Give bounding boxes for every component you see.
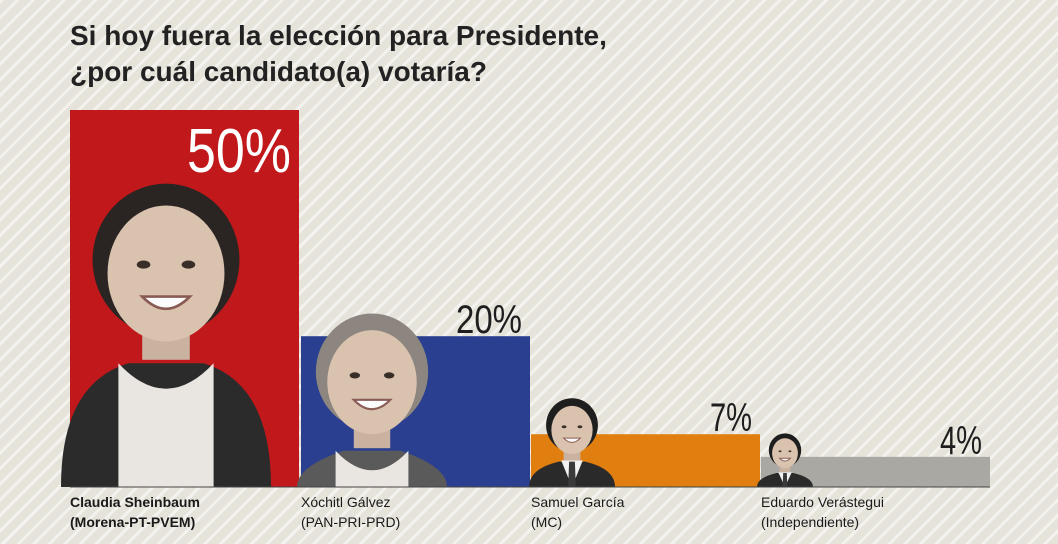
portrait-eye (349, 372, 361, 379)
candidate-label-3: Samuel García (MC) (531, 492, 731, 532)
portrait-face (772, 438, 798, 469)
portrait-collar (335, 450, 409, 487)
candidate-portrait-icon (61, 183, 271, 487)
portrait-eye (788, 450, 792, 453)
portrait-face (107, 205, 225, 342)
chart-title: Si hoy fuera la elección para Presidente… (70, 18, 770, 90)
portrait-eye (561, 425, 567, 429)
portrait-face (327, 330, 417, 435)
candidate-portrait-icon (297, 313, 447, 487)
data-label-2: 20% (456, 298, 522, 342)
portrait-eye (778, 450, 782, 453)
candidate-party: (MC) (531, 514, 563, 530)
portrait-smile (778, 457, 792, 462)
portrait-tie (568, 461, 576, 487)
chart-title-line1: Si hoy fuera la elección para Presidente… (70, 20, 607, 51)
candidate-label-2: Xóchitl Gálvez (PAN-PRI-PRD) (301, 492, 501, 532)
data-label-1: 50% (187, 117, 291, 186)
candidate-name: Samuel García (531, 494, 625, 510)
portrait-eye (383, 372, 395, 379)
portrait-face (551, 405, 593, 454)
portrait-smile (562, 437, 582, 443)
candidate-party: (Morena-PT-PVEM) (70, 514, 196, 530)
candidate-portrait-icon (757, 433, 813, 487)
portrait-eye (577, 425, 583, 429)
candidate-party: (Independiente) (761, 514, 860, 530)
candidate-label-1: Claudia Sheinbaum (Morena-PT-PVEM) (70, 492, 270, 532)
candidate-party: (PAN-PRI-PRD) (301, 514, 401, 530)
portrait-tie (782, 473, 788, 487)
candidate-name: Xóchitl Gálvez (301, 494, 391, 510)
portrait-smile (351, 398, 393, 411)
data-label-3: 7% (710, 396, 752, 440)
portrait-smile (138, 295, 194, 311)
chart-title-line2: ¿por cuál candidato(a) votaría? (70, 56, 487, 87)
candidate-name: Eduardo Verástegui (761, 494, 884, 510)
portrait-torso (297, 450, 447, 487)
portrait-collar (118, 363, 214, 487)
candidate-portrait-icon (529, 398, 615, 487)
portrait-eye (136, 260, 151, 269)
portrait-eye (181, 260, 196, 269)
candidate-name: Claudia Sheinbaum (70, 494, 200, 510)
data-label-4: 4% (940, 419, 982, 463)
candidate-label-4: Eduardo Verástegui (Independiente) (761, 492, 961, 532)
